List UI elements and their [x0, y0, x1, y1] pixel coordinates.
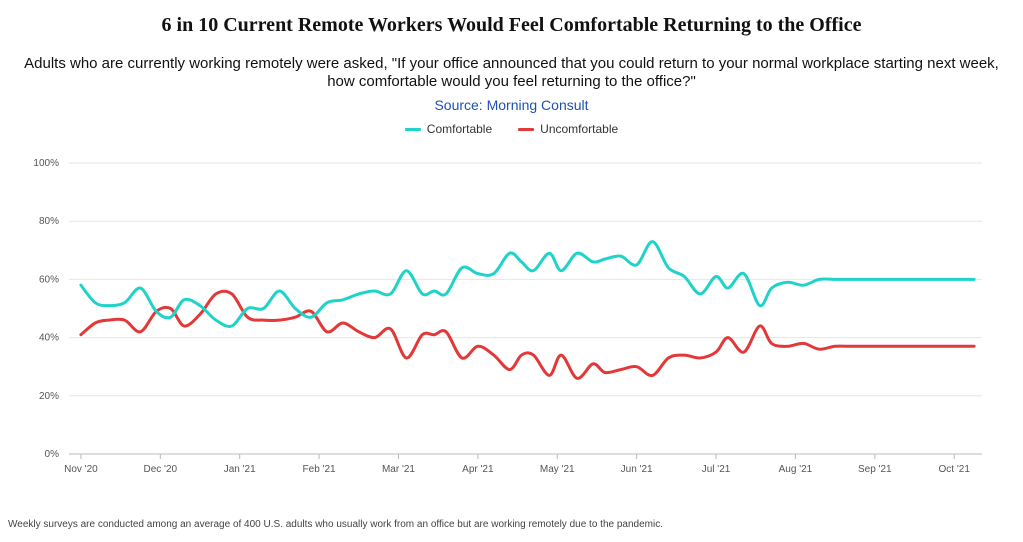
series-line-comfortable [79, 240, 976, 328]
chart-source[interactable]: Source: Morning Consult [434, 97, 589, 113]
y-tick-label: 40% [39, 333, 59, 344]
y-tick-label: 80% [39, 216, 59, 227]
x-tick-label: Mar '21 [382, 464, 415, 475]
y-tick-label: 60% [39, 274, 59, 285]
legend-label-comfortable: Comfortable [426, 122, 493, 136]
x-tick-label: Jun '21 [621, 464, 653, 475]
chart-title: 6 in 10 Current Remote Workers Would Fee… [161, 14, 862, 36]
chart-legend: Comfortable Uncomfortable [0, 122, 1023, 136]
legend-label-uncomfortable: Uncomfortable [540, 122, 619, 136]
legend-swatch-uncomfortable [518, 127, 535, 131]
y-tick-label: 20% [39, 391, 59, 402]
x-tick-label: Jan '21 [224, 464, 256, 475]
x-tick-label: Oct '21 [939, 464, 971, 475]
x-tick-label: Jul '21 [702, 464, 731, 475]
legend-item-uncomfortable[interactable]: Uncomfortable [518, 122, 618, 136]
legend-item-comfortable[interactable]: Comfortable [404, 122, 493, 136]
x-tick-label: Nov '20 [64, 464, 98, 475]
legend-swatch-comfortable [404, 127, 421, 131]
series-line-uncomfortable [79, 289, 976, 380]
y-tick-label: 0% [45, 449, 60, 460]
y-tick-label: 100% [33, 158, 59, 169]
x-tick-label: Apr '21 [462, 464, 494, 475]
x-tick-label: Dec '20 [144, 464, 178, 475]
x-tick-label: May '21 [540, 464, 575, 475]
x-tick-label: Feb '21 [303, 464, 336, 475]
x-tick-label: Aug '21 [779, 464, 813, 475]
x-tick-label: Sep '21 [858, 464, 892, 475]
chart-subtitle: Adults who are currently working remotel… [24, 55, 999, 90]
chart-footnote: Weekly surveys are conducted among an av… [8, 519, 663, 530]
